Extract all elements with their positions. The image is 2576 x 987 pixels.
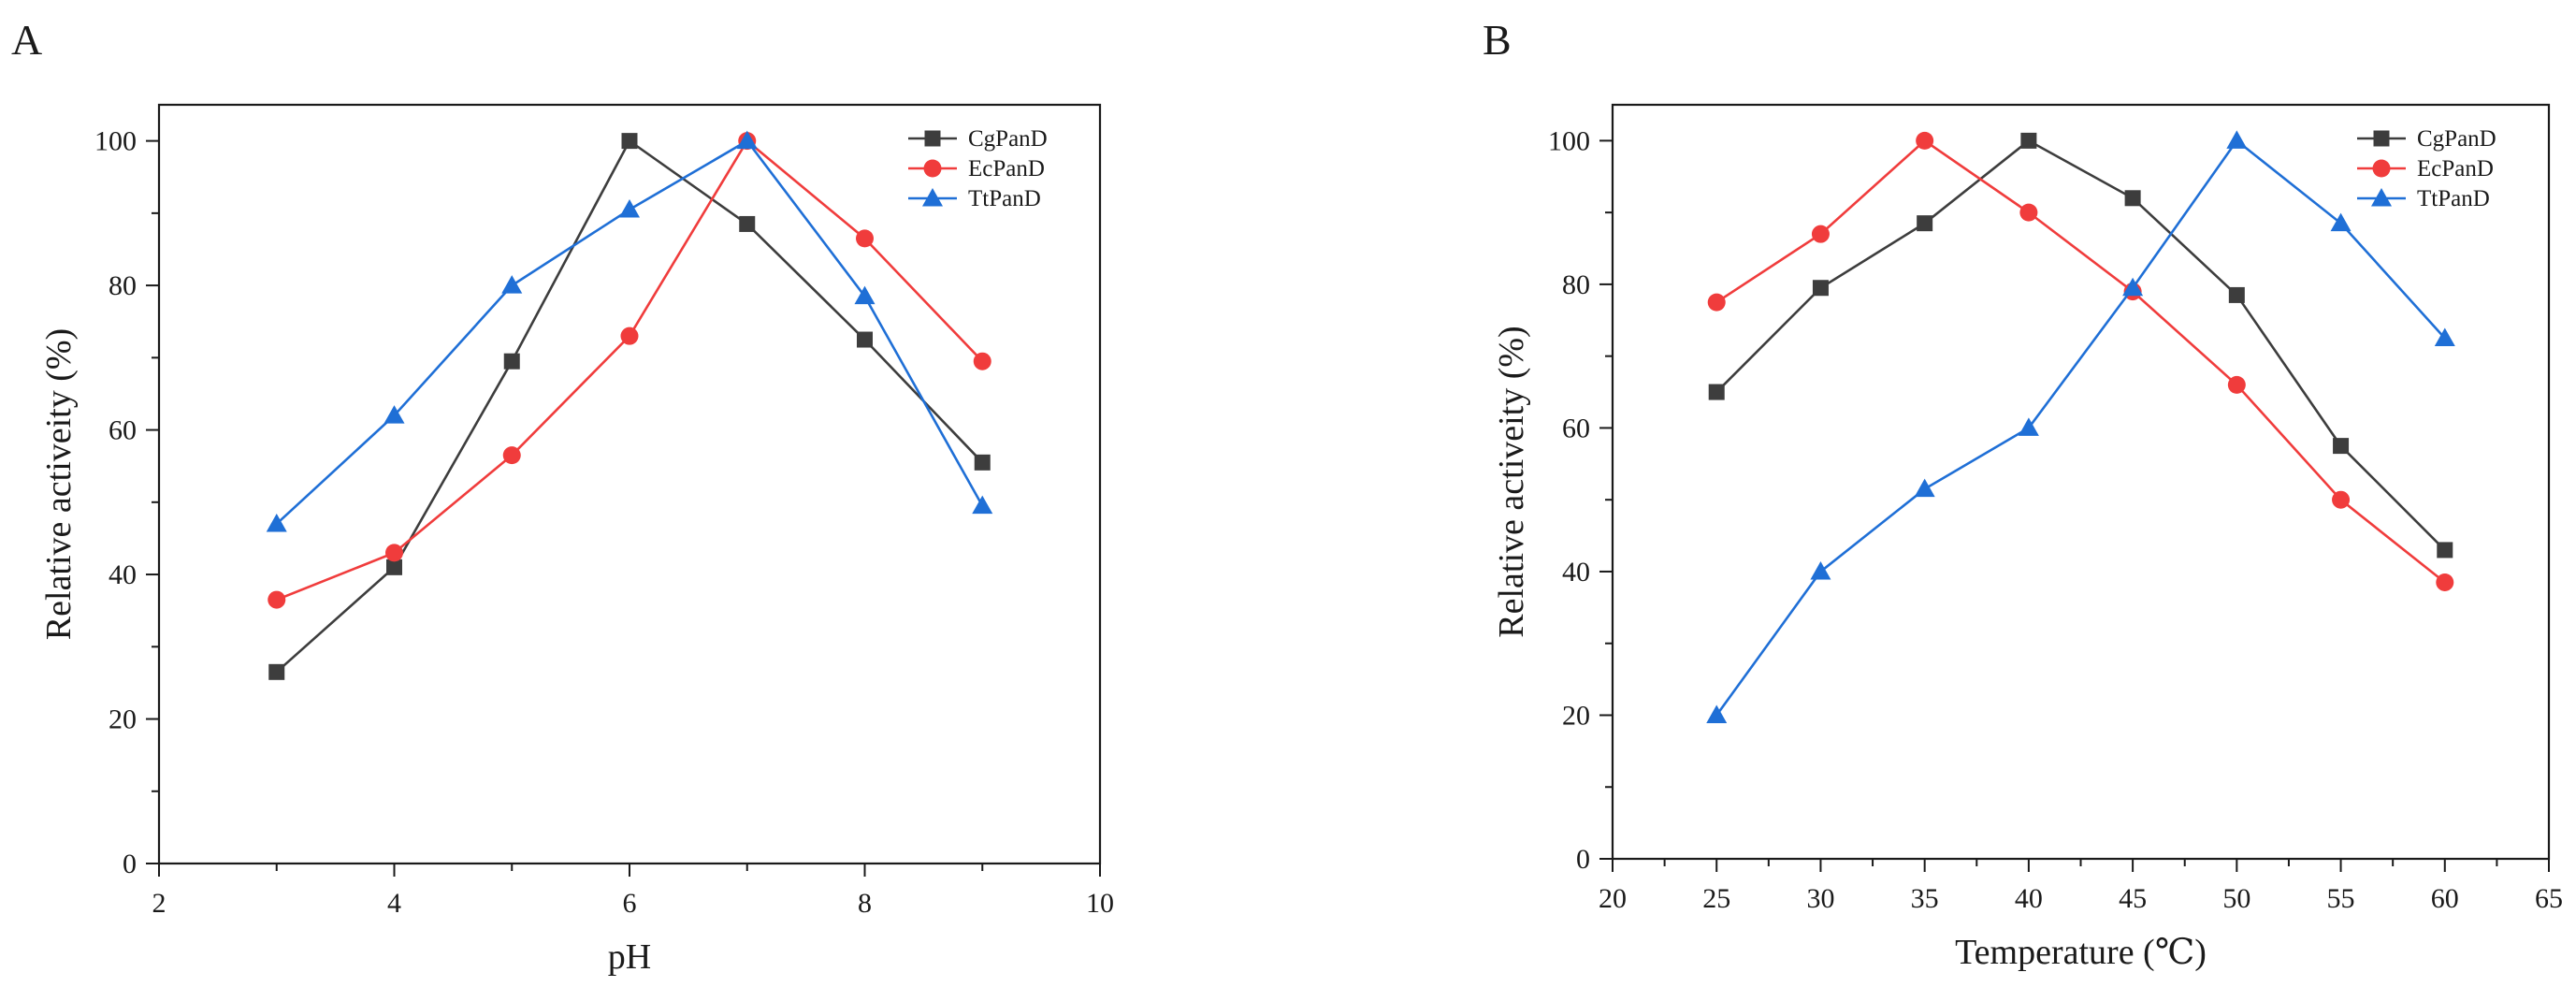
chart-b-y-tick-label: 60 — [1562, 413, 1590, 443]
chart-b-point-cgpand — [2333, 438, 2350, 455]
chart-a-point-ttpand — [619, 198, 640, 218]
chart-b-point-ecpand — [2019, 203, 2038, 222]
chart-a-point-ecpand — [268, 590, 286, 609]
chart-a-series-line-cgpand — [275, 138, 984, 674]
chart-a-point-ecpand — [502, 446, 521, 465]
chart-b-point-ecpand — [1707, 293, 1726, 312]
chart-b-point-cgpand — [1812, 280, 1829, 297]
chart-a-point-cgpand — [621, 133, 638, 150]
chart-a-y-tick-label: 100 — [94, 126, 137, 157]
chart-b-y-tick-label: 0 — [1576, 844, 1590, 875]
chart-a-plot-frame — [157, 103, 1102, 865]
chart-b-legend-label-cgpand: CgPanD — [2417, 126, 2496, 152]
chart-a-x-tick-label: 4 — [387, 888, 401, 919]
chart-b-point-ecpand — [2227, 375, 2246, 394]
chart-a-y-tick-label: 80 — [109, 270, 137, 301]
chart-b-point-ttpand — [2018, 417, 2039, 436]
chart-a-x-axis-title: pH — [608, 937, 651, 977]
chart-b-point-cgpand — [2228, 286, 2245, 303]
chart-b-point-cgpand — [2437, 542, 2453, 559]
chart-b-x-tick-label: 60 — [2431, 883, 2459, 914]
chart-b-x-tick-label: 55 — [2327, 883, 2355, 914]
chart-b-x-tick-label: 25 — [1702, 883, 1730, 914]
chart-b-x-tick-label: 65 — [2535, 883, 2563, 914]
chart-b-y-axis-title: Relative activeity (%) — [1492, 326, 1531, 637]
chart-b-panel-label: B — [1483, 16, 1512, 64]
chart-a-legend-marker-ttpand — [922, 188, 943, 207]
chart-b-point-ttpand — [1810, 560, 1831, 580]
chart-b-series-line-cgpand — [1715, 138, 2446, 551]
chart-b-point-ttpand — [2434, 327, 2455, 346]
chart-a-point-ecpand — [856, 229, 874, 248]
chart-b-point-cgpand — [1708, 384, 1725, 400]
chart-a-x-tick-label: 6 — [623, 888, 637, 919]
chart-b-point-cgpand — [1917, 215, 1933, 232]
chart-a-x-tick-label: 2 — [152, 888, 166, 919]
chart-a-point-ttpand — [501, 275, 523, 294]
chart-a-point-cgpand — [503, 353, 520, 370]
chart-a-point-ecpand — [973, 352, 991, 370]
chart-a-point-cgpand — [739, 215, 756, 232]
chart-b-x-tick-label: 30 — [1806, 883, 1834, 914]
chart-a-point-ttpand — [736, 130, 758, 150]
chart-b-point-ecpand — [1811, 225, 1830, 243]
chart-a-x-tick-label: 10 — [1086, 888, 1114, 919]
chart-a-point-ttpand — [266, 513, 287, 532]
chart-b-y-tick-label: 20 — [1562, 700, 1590, 731]
chart-a-legend-label-ecpand: EcPanD — [968, 156, 1045, 181]
chart-b-y-tick-label: 40 — [1562, 557, 1590, 588]
chart-b-x-tick-label: 20 — [1599, 883, 1627, 914]
chart-b-series-line-ttpand — [1715, 138, 2446, 717]
chart-a-point-ttpand — [384, 405, 405, 424]
chart-b-series-line-ecpand — [1715, 138, 2446, 584]
chart-b-x-tick-label: 50 — [2222, 883, 2250, 914]
chart-b-legend-label-ecpand: EcPanD — [2417, 156, 2494, 181]
chart-a-point-ttpand — [972, 495, 993, 515]
chart-a-point-cgpand — [268, 663, 285, 680]
chart-a-point-ecpand — [620, 327, 639, 345]
chart-b-point-cgpand — [2124, 190, 2141, 207]
chart-b-y-tick-label: 80 — [1562, 269, 1590, 300]
chart-b-x-tick-label: 45 — [2119, 883, 2147, 914]
chart-a-y-tick-label: 0 — [123, 849, 137, 879]
chart-b-point-ttpand — [2226, 130, 2248, 149]
chart-b-plot-frame — [1611, 103, 2551, 861]
chart-b-point-ecpand — [1916, 131, 1934, 150]
chart-b-point-ecpand — [2436, 573, 2454, 591]
chart-a-legend-marker-ecpand — [923, 159, 942, 178]
chart-b-legend-marker-ttpand — [2371, 188, 2392, 207]
chart-a-y-tick-label: 60 — [109, 415, 137, 446]
chart-a-point-cgpand — [386, 559, 402, 575]
chart-a-legend-label-cgpand: CgPanD — [968, 126, 1048, 152]
chart-b-point-ttpand — [2122, 277, 2144, 297]
chart-a-point-ecpand — [385, 544, 403, 562]
chart-b-temperature: B 20 25 30 35 40 45 50 55 60 65 0 20 40 60 80 100 Tempera… — [1483, 16, 2563, 972]
chart-a-point-ttpand — [854, 285, 876, 305]
chart-b-x-axis-title: Temperature (℃) — [1955, 933, 2207, 972]
chart-a-x-tick-label: 8 — [858, 888, 872, 919]
chart-a-point-cgpand — [857, 331, 873, 348]
chart-b-point-ttpand — [1706, 704, 1728, 723]
chart-a-legend-label-ttpand: TtPanD — [968, 186, 1041, 211]
chart-b-legend-marker-cgpand — [2373, 130, 2390, 147]
chart-b-x-tick-label: 40 — [2015, 883, 2043, 914]
chart-b-point-cgpand — [2020, 132, 2037, 149]
chart-b-x-tick-label: 35 — [1911, 883, 1939, 914]
chart-a-point-cgpand — [974, 454, 991, 471]
chart-b-point-ttpand — [1914, 478, 1935, 498]
chart-a-legend-marker-cgpand — [924, 130, 941, 147]
chart-b-legend-label-ttpand: TtPanD — [2417, 186, 2490, 211]
chart-a-y-tick-label: 40 — [109, 559, 137, 590]
chart-b-legend-marker-ecpand — [2372, 159, 2391, 178]
chart-a-y-tick-label: 20 — [109, 704, 137, 735]
chart-b-point-ttpand — [2330, 212, 2352, 232]
chart-b-point-ecpand — [2332, 490, 2351, 509]
chart-b-y-tick-label: 100 — [1548, 125, 1590, 156]
chart-a-y-axis-title: Relative activeity (%) — [39, 328, 79, 640]
chart-a-panel-label: A — [11, 16, 42, 64]
